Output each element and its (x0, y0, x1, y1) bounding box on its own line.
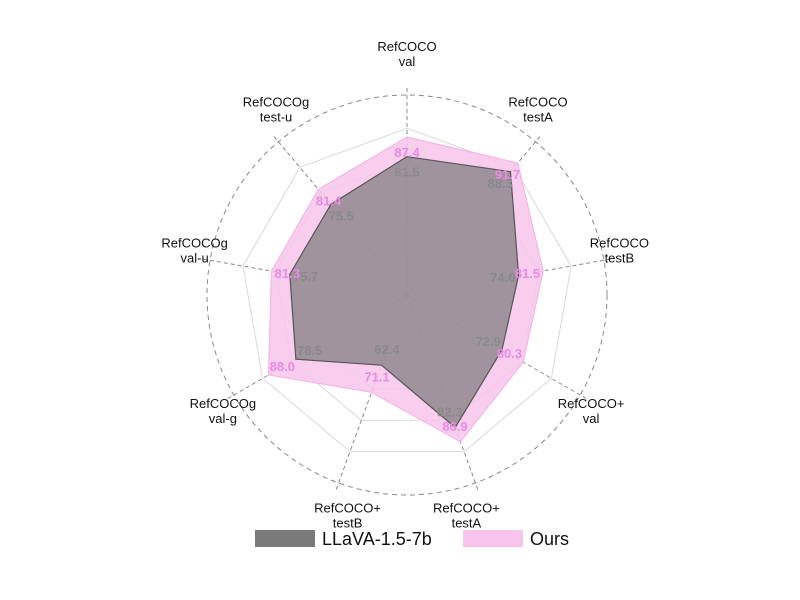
legend-label-llava: LLaVA-1.5-7b (322, 529, 432, 549)
value-label-llava: 81.5 (394, 165, 419, 180)
axis-label: RefCOCO+ val (558, 396, 625, 426)
value-label-ours: 81.3 (275, 266, 300, 281)
grid-ring (242, 127, 572, 453)
axis-label: RefCOCO testB (590, 236, 649, 266)
value-label-ours: 91.7 (495, 167, 520, 182)
outer-grid-circle (206, 94, 608, 496)
axis-labels: RefCOCO val RefCOCO testA RefCOCO testB RefCOC… (161, 39, 649, 531)
value-label-llava: 62.4 (374, 342, 400, 357)
value-label-ours: 87.4 (394, 145, 420, 160)
legend-swatch-ours (463, 530, 523, 547)
value-label-ours: 81.4 (316, 194, 342, 209)
value-label-ours: 88.0 (270, 359, 295, 374)
axis-label: RefCOCOg val-u (161, 236, 227, 266)
value-label-llava: 82.3 (437, 404, 462, 419)
axis-label: RefCOCOg val-g (190, 396, 256, 426)
value-label-llava: 74.0 (490, 270, 515, 285)
axis-label: RefCOCOg test-u (243, 95, 309, 125)
radar-series (267, 136, 544, 443)
value-label-llava: 75.7 (293, 269, 318, 284)
value-labels: 81.5 88.3 74.0 72.9 82.3 62.4 78.5 75.7 75.5 87.4… (270, 145, 540, 434)
value-label-llava: 75.5 (329, 209, 354, 224)
axis-label: RefCOCO testA (508, 95, 567, 125)
value-label-ours: 71.1 (364, 369, 389, 384)
value-label-llava: 78.5 (297, 343, 322, 358)
value-label-ours: 81.5 (515, 266, 540, 281)
series-area-llava (289, 156, 520, 429)
legend-label-ours: Ours (530, 529, 569, 549)
axis-label: RefCOCO+ testA (433, 501, 500, 531)
value-label-ours: 86.9 (442, 419, 467, 434)
axis-label: RefCOCO+ testB (314, 501, 381, 531)
value-label-llava: 72.9 (475, 334, 500, 349)
legend-swatch-llava (255, 530, 315, 547)
value-label-llava: 88.3 (488, 176, 513, 191)
legend: LLaVA-1.5-7b Ours (255, 529, 569, 549)
value-label-ours: 80.3 (497, 346, 522, 361)
axis-label: RefCOCO val (377, 39, 436, 69)
